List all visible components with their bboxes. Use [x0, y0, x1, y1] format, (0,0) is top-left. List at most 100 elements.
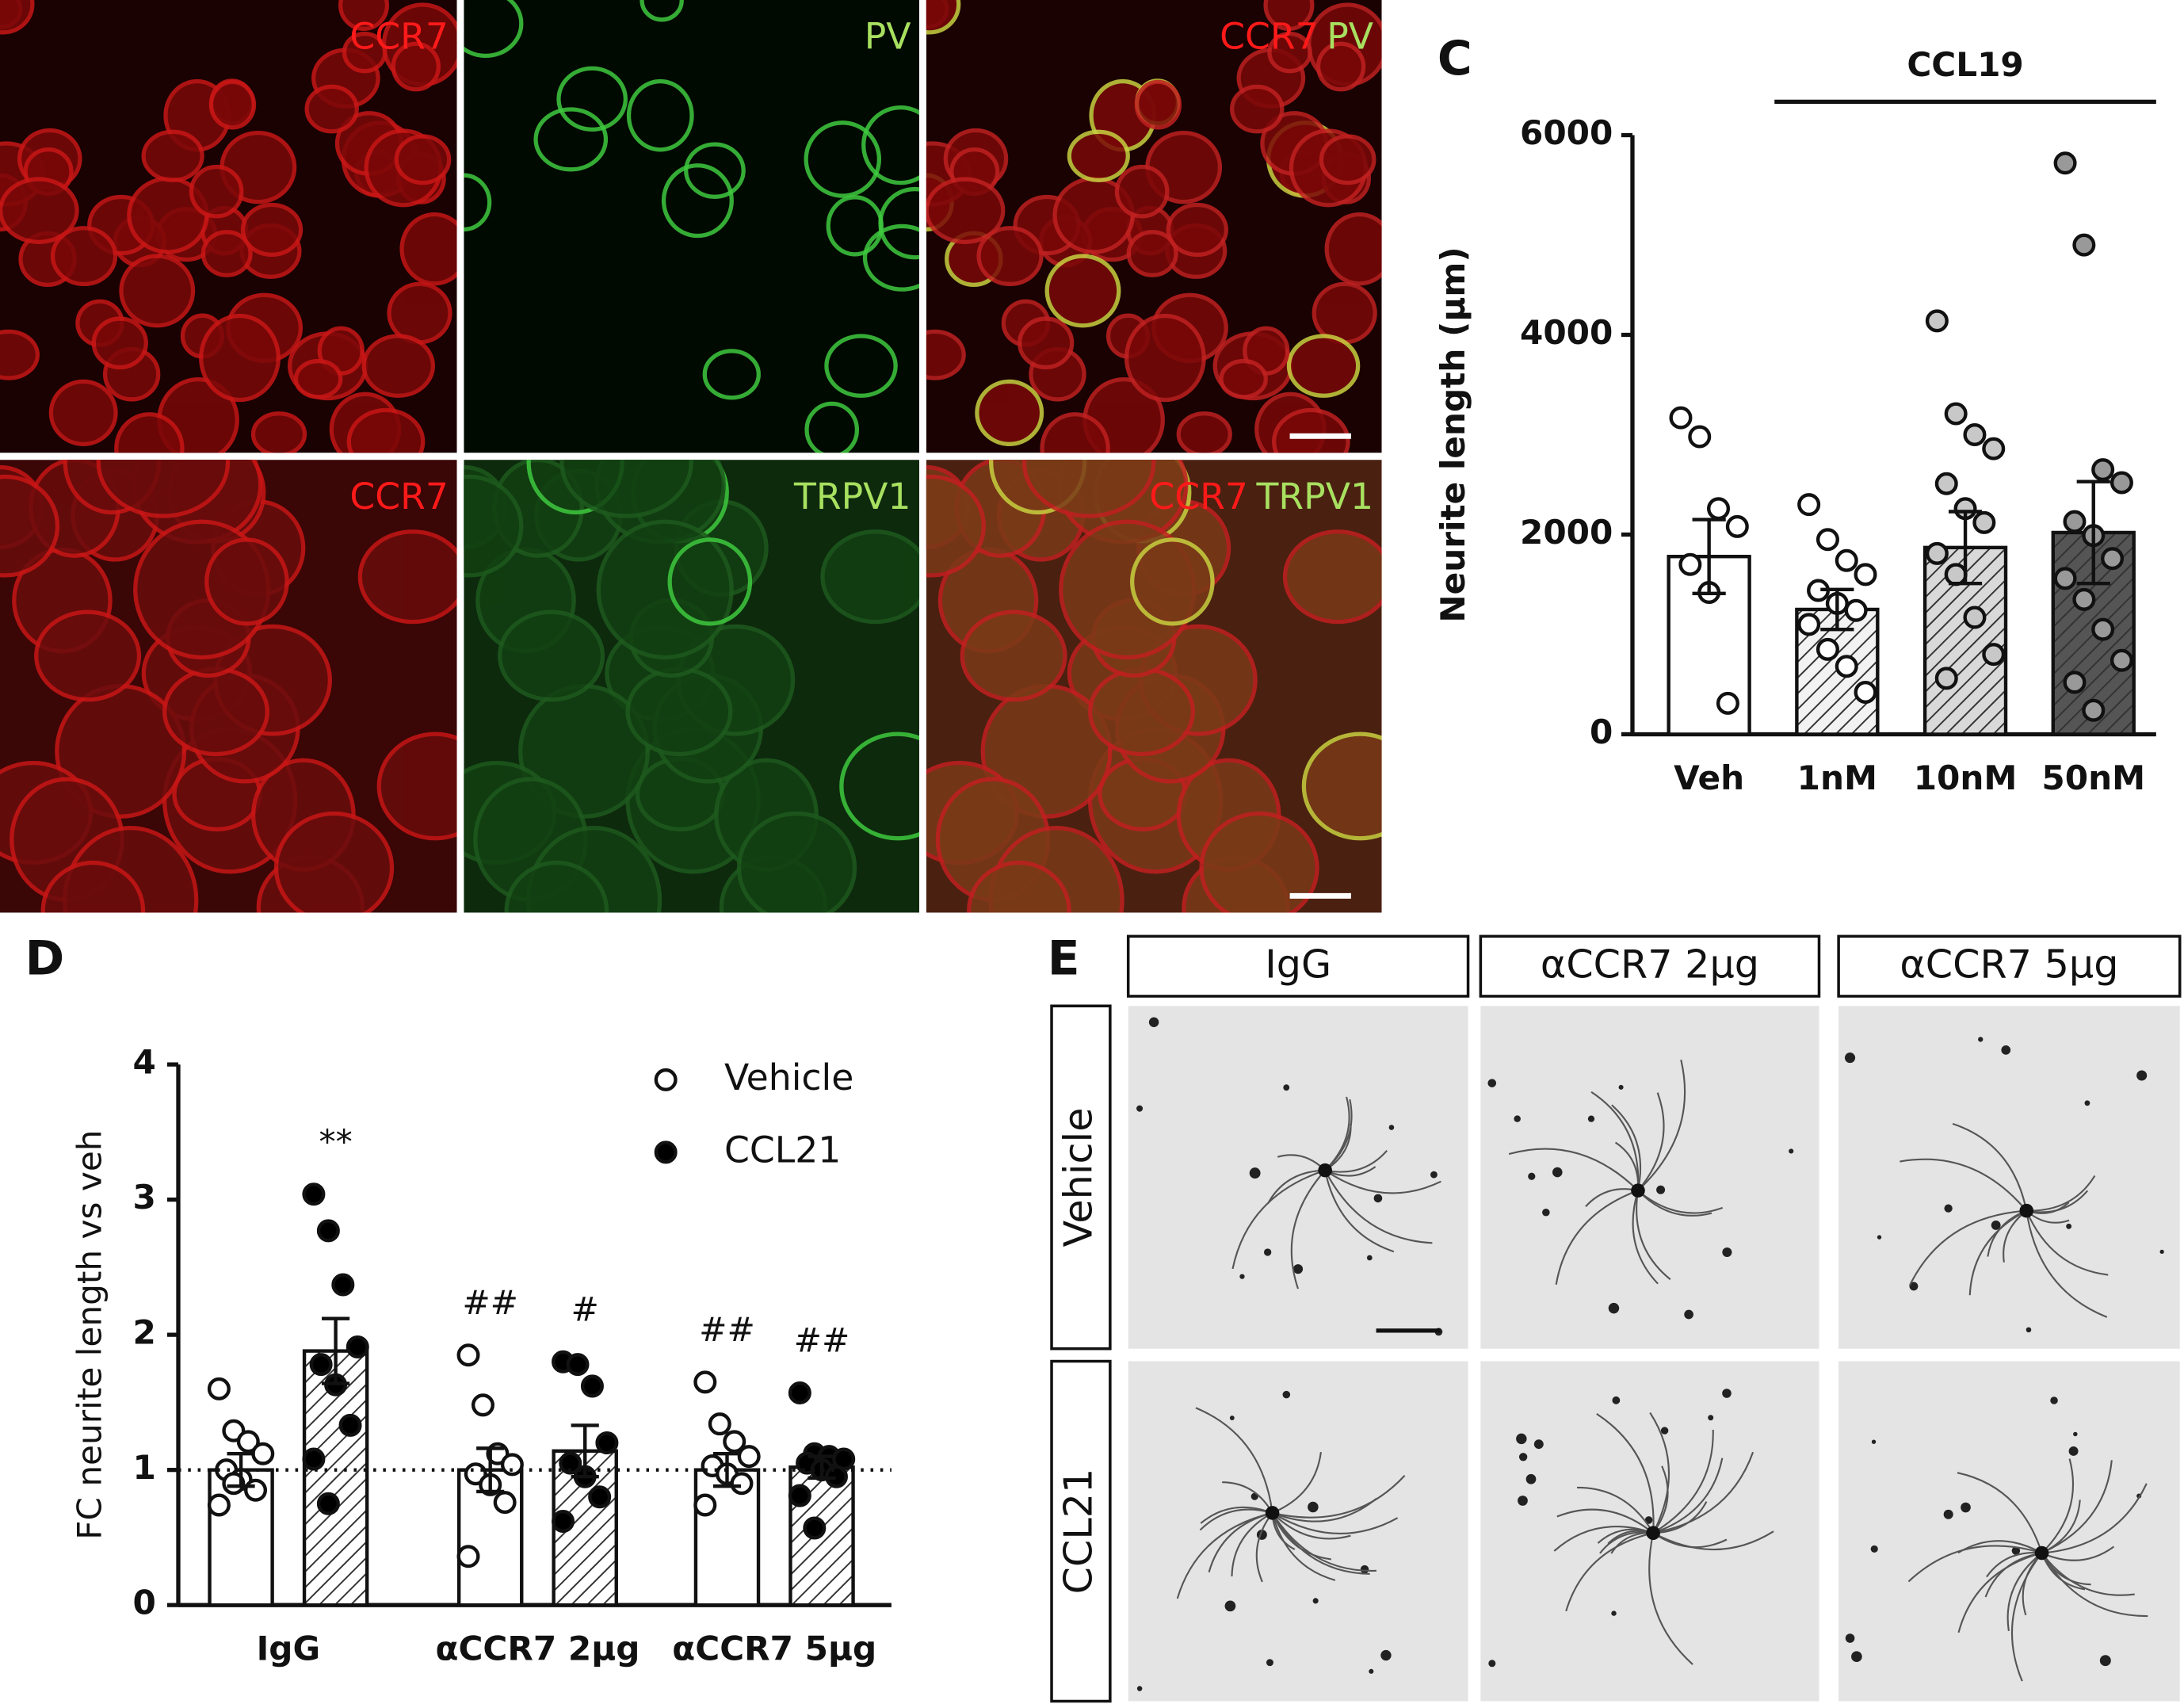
- data-point: [2072, 233, 2096, 257]
- cell: [376, 732, 457, 841]
- neurite: [1590, 1091, 1640, 1191]
- neurite: [2026, 1175, 2096, 1212]
- data-point: [693, 1370, 717, 1394]
- column-header-box: [1126, 934, 1470, 998]
- cell: [464, 0, 524, 59]
- cell: [1319, 134, 1376, 185]
- x-tick-label: 1nM: [1797, 758, 1877, 797]
- cell: [204, 537, 289, 626]
- debris: [2084, 1100, 2090, 1106]
- cell: [1040, 412, 1110, 453]
- neurite: [1199, 1508, 1273, 1531]
- micrograph: [926, 0, 1382, 453]
- neurite: [1596, 1413, 1655, 1534]
- data-point: [1797, 613, 1821, 636]
- cell: [1230, 84, 1285, 134]
- cell: [804, 401, 860, 453]
- cell: [399, 212, 457, 286]
- neurite: [1271, 1512, 1351, 1540]
- micrograph: [464, 0, 920, 453]
- debris: [1533, 1439, 1544, 1450]
- debris: [1366, 1255, 1373, 1261]
- cell: [976, 226, 1044, 287]
- cell: [804, 120, 882, 198]
- cell: [387, 281, 452, 345]
- cell: [975, 379, 1044, 446]
- data-point: [737, 1445, 761, 1469]
- data-point: [566, 1353, 590, 1377]
- debris: [1282, 1390, 1291, 1399]
- data-point: [2101, 547, 2125, 571]
- debris: [1518, 1496, 1528, 1506]
- channel-label: PV: [1327, 16, 1373, 58]
- data-point: [580, 1374, 604, 1398]
- debris: [1487, 1079, 1497, 1087]
- data-point: [471, 1393, 494, 1417]
- debris: [1612, 1396, 1621, 1404]
- channel-label: CCR7: [1149, 476, 1248, 518]
- neurite: [1290, 1169, 1326, 1289]
- debris: [1369, 1668, 1374, 1674]
- x-tick-label: Veh: [1674, 758, 1744, 797]
- data-point: [222, 1472, 246, 1496]
- debris: [1514, 1115, 1521, 1122]
- debris: [1961, 1502, 1971, 1513]
- x-tick-label: αCCR7 2μg: [435, 1629, 640, 1668]
- debris: [1380, 1649, 1392, 1661]
- debris: [1944, 1204, 1953, 1213]
- cell: [346, 407, 426, 453]
- neurite: [1267, 1169, 1326, 1205]
- neurite: [1648, 1532, 1693, 1665]
- debris: [1851, 1651, 1862, 1663]
- cell: [0, 329, 40, 380]
- neurite: [1652, 1429, 1714, 1534]
- data-point: [207, 1377, 231, 1400]
- debris: [1845, 1633, 1855, 1643]
- neurite: [2041, 1500, 2081, 1554]
- data-point: [456, 1545, 480, 1568]
- debris: [1430, 1171, 1438, 1179]
- debris: [1528, 1172, 1536, 1180]
- column-header-box: [1837, 934, 2182, 998]
- cell: [96, 460, 231, 518]
- debris: [1611, 1610, 1617, 1616]
- debris: [1516, 1433, 1527, 1445]
- debris: [1844, 1053, 1856, 1064]
- x-tick-label: IgG: [257, 1629, 320, 1668]
- cell: [1134, 79, 1182, 130]
- data-point: [244, 1478, 268, 1502]
- significance-label: ##: [462, 1283, 518, 1322]
- data-point: [1944, 563, 1968, 586]
- panel-label: D: [25, 932, 65, 987]
- x-tick-label: αCCR7 5μg: [672, 1629, 876, 1668]
- legend-marker: [654, 1068, 678, 1091]
- data-point: [346, 1335, 369, 1358]
- neuron-soma: [2019, 1203, 2034, 1218]
- cell: [1067, 129, 1130, 182]
- cell: [661, 163, 734, 239]
- cell: [1124, 313, 1206, 403]
- debris: [1518, 1453, 1528, 1461]
- cell: [556, 66, 628, 132]
- debris: [1283, 1084, 1290, 1091]
- panel-label: E: [1048, 932, 1080, 987]
- data-point: [1854, 681, 1877, 705]
- neurite: [1652, 1530, 1774, 1551]
- debris: [1148, 1017, 1159, 1028]
- cell: [559, 460, 693, 518]
- cell: [926, 0, 961, 35]
- cell: [162, 667, 269, 757]
- legend-label: CCL21: [724, 1129, 841, 1171]
- debris: [1909, 1282, 1919, 1291]
- cell: [1088, 667, 1195, 757]
- bar: [302, 1349, 369, 1607]
- data-point: [1934, 472, 1958, 495]
- debris: [2159, 1249, 2164, 1255]
- debris: [2099, 1655, 2111, 1667]
- cell: [1263, 0, 1315, 32]
- cell: [1282, 529, 1382, 625]
- neurite: [1957, 1552, 2042, 1633]
- neurite: [1271, 1512, 1336, 1581]
- debris: [1373, 1194, 1383, 1203]
